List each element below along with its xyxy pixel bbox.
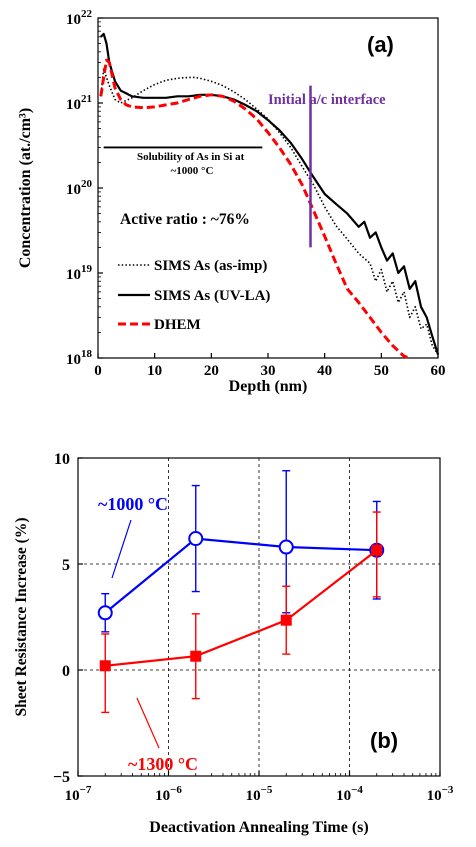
series-1000c-leader [111, 519, 132, 579]
panel-b-x-tick-label: 10−6 [155, 784, 182, 804]
panel-a-series [99, 32, 440, 360]
series-1000c-line [104, 537, 377, 614]
panel-a-y-tick-label: 1019 [66, 263, 93, 283]
panel-a-plot-frame [97, 17, 439, 359]
series-1300c-point [190, 650, 202, 662]
panel-a-x-tick-label: 60 [431, 363, 446, 379]
panel-a-y-tick-label: 1022 [66, 8, 93, 28]
panel-b-series [97, 470, 385, 714]
panel-a-y-ticks: 1018 1019 1020 1021 1022 [66, 8, 103, 368]
solubility-annotation-line2: ~1000 °C [171, 165, 214, 177]
panel-a-y-tick-label: 1020 [66, 178, 93, 198]
panel-b-y-tick-label: −5 [53, 769, 70, 786]
panel-b-y-tick-label: 5 [62, 557, 70, 574]
panel-a-xlabel: Depth (nm) [229, 378, 308, 395]
panel-b: 10−7 10−6 10−5 10−4 10−3 −5 0 5 10 (b) ~1000 °C… [13, 451, 454, 836]
series-1300c-point [99, 660, 111, 672]
legend-uvla-label: SIMS As (UV-LA) [154, 288, 270, 304]
panel-b-ylabel: Sheet Resistance Increase (%) [13, 517, 30, 716]
series-1300c-label: ~1300 °C [128, 754, 198, 774]
series-1300c-line [105, 549, 378, 667]
legend-asimp-label: SIMS As (as-imp) [154, 258, 267, 274]
panel-b-x-tick-label: 10−7 [65, 784, 92, 804]
panel-a-y-tick-label: 1021 [66, 93, 92, 113]
panel-a-x-tick-label: 10 [147, 363, 162, 379]
panel-a-ylabel: Concentration (at./cm³) [17, 108, 34, 268]
panel-b-x-tick-label: 10−5 [246, 784, 273, 804]
series-sims-as-imp [100, 68, 439, 355]
panel-a-x-ticks: 0 10 20 30 40 50 60 [94, 353, 446, 379]
panel-b-label: (b) [370, 728, 398, 753]
series-1000c-label: ~1000 °C [98, 494, 168, 514]
panel-a-x-tick-label: 30 [261, 363, 276, 379]
series-dhem [99, 58, 411, 360]
panel-b-x-tick-label: 10−4 [336, 784, 363, 804]
panel-b-y-tick-label: 0 [62, 663, 70, 680]
series-1300c [99, 511, 383, 714]
active-ratio-annotation: Active ratio : ~76% [120, 211, 250, 228]
panel-b-xlabel: Deactivation Annealing Time (s) [149, 819, 368, 836]
series-1300c-leader [136, 697, 160, 749]
panel-a-label: (a) [367, 32, 394, 57]
panel-b-grid [78, 458, 440, 776]
solubility-annotation-line1: Solubility of As in Si at [137, 151, 245, 163]
panel-b-x-ticks: 10−7 10−6 10−5 10−4 10−3 [65, 771, 454, 804]
panel-a-y-tick-label: 1018 [66, 348, 93, 368]
panel-a-legend: SIMS As (as-imp) SIMS As (UV-LA) DHEM [118, 258, 270, 333]
series-1000c-point [97, 605, 113, 621]
panel-a-x-tick-label: 40 [317, 363, 332, 379]
panel-a-x-tick-label: 20 [204, 363, 219, 379]
series-1000c-point [188, 531, 204, 547]
solubility-annotation: Solubility of As in Si at ~1000 °C [137, 151, 247, 177]
panel-b-y-tick-label: 10 [54, 451, 70, 468]
legend-dhem-label: DHEM [154, 317, 201, 333]
panel-b-x-tick-label: 10−3 [427, 784, 454, 804]
series-1300c-point [371, 544, 383, 556]
panel-a-x-tick-label: 50 [374, 363, 389, 379]
interface-annotation: Initial a/c interface [268, 92, 386, 108]
panel-a-x-tick-label: 0 [94, 363, 102, 379]
series-sims-uv-la [100, 32, 440, 355]
series-1300c-point [280, 614, 292, 626]
series-1000c-point [278, 539, 294, 555]
panel-b-y-ticks: −5 0 5 10 [53, 451, 83, 786]
